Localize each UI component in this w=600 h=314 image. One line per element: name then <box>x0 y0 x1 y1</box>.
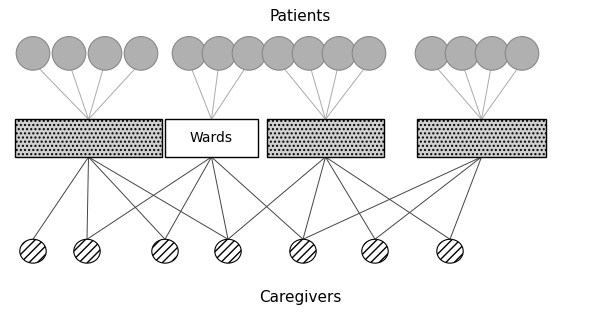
Ellipse shape <box>124 36 158 70</box>
Ellipse shape <box>215 239 241 263</box>
Text: Patients: Patients <box>269 9 331 24</box>
Ellipse shape <box>52 36 86 70</box>
Ellipse shape <box>437 239 463 263</box>
Ellipse shape <box>16 36 50 70</box>
Ellipse shape <box>88 36 122 70</box>
Ellipse shape <box>322 36 356 70</box>
Ellipse shape <box>74 239 100 263</box>
Bar <box>165 119 258 157</box>
Bar <box>417 119 546 157</box>
Ellipse shape <box>475 36 509 70</box>
Ellipse shape <box>202 36 236 70</box>
Ellipse shape <box>415 36 449 70</box>
Ellipse shape <box>505 36 539 70</box>
Ellipse shape <box>172 36 206 70</box>
Ellipse shape <box>362 239 388 263</box>
Bar <box>267 119 384 157</box>
Bar <box>15 119 162 157</box>
Ellipse shape <box>290 239 316 263</box>
Ellipse shape <box>352 36 386 70</box>
Text: Caregivers: Caregivers <box>259 290 341 305</box>
Ellipse shape <box>232 36 266 70</box>
Text: Wards: Wards <box>190 131 233 145</box>
Ellipse shape <box>152 239 178 263</box>
Ellipse shape <box>445 36 479 70</box>
Ellipse shape <box>292 36 326 70</box>
Ellipse shape <box>20 239 46 263</box>
Ellipse shape <box>262 36 296 70</box>
